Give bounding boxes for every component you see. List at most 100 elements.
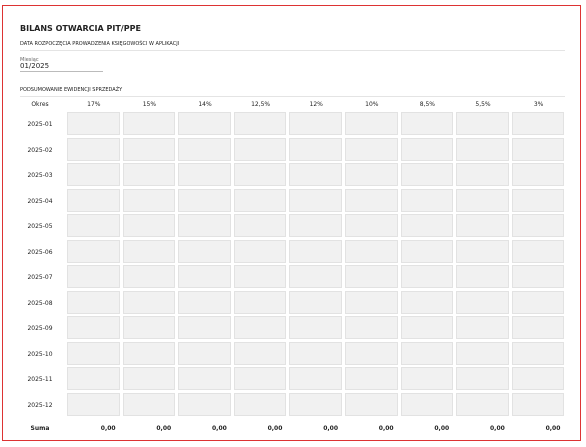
amount-input[interactable] <box>400 214 454 237</box>
amount-input[interactable] <box>122 188 176 212</box>
amount-input[interactable] <box>345 112 398 135</box>
amount-input[interactable] <box>400 290 454 314</box>
amount-input[interactable] <box>289 137 342 161</box>
amount-input[interactable] <box>67 239 120 263</box>
amount-input[interactable] <box>67 316 120 339</box>
amount-input[interactable] <box>178 316 231 339</box>
month-input[interactable]: 01/2025 <box>20 62 103 72</box>
amount-input[interactable] <box>289 188 342 212</box>
amount-input[interactable] <box>456 341 509 365</box>
amount-input[interactable] <box>178 137 231 161</box>
amount-input[interactable] <box>511 214 565 237</box>
amount-input[interactable] <box>511 188 565 212</box>
amount-input[interactable] <box>233 239 287 263</box>
amount-input[interactable] <box>178 392 231 416</box>
amount-input[interactable] <box>456 239 509 263</box>
amount-input[interactable] <box>67 367 120 390</box>
amount-input[interactable] <box>233 214 287 237</box>
amount-input[interactable] <box>345 290 398 314</box>
amount-input[interactable] <box>67 392 120 416</box>
amount-input[interactable] <box>178 112 231 135</box>
amount-input[interactable] <box>233 367 287 390</box>
amount-input[interactable] <box>400 163 454 186</box>
amount-input[interactable] <box>233 290 287 314</box>
amount-input[interactable] <box>122 239 176 263</box>
amount-input[interactable] <box>178 290 231 314</box>
amount-input[interactable] <box>67 265 120 288</box>
amount-input[interactable] <box>289 214 342 237</box>
amount-input[interactable] <box>122 163 176 186</box>
amount-input[interactable] <box>178 341 231 365</box>
amount-input[interactable] <box>400 316 454 339</box>
amount-input[interactable] <box>345 239 398 263</box>
amount-input[interactable] <box>289 367 342 390</box>
amount-input[interactable] <box>178 188 231 212</box>
amount-input[interactable] <box>456 316 509 339</box>
amount-input[interactable] <box>289 316 342 339</box>
amount-input[interactable] <box>511 112 565 135</box>
amount-input[interactable] <box>178 239 231 263</box>
amount-input[interactable] <box>345 341 398 365</box>
amount-input[interactable] <box>289 239 342 263</box>
amount-input[interactable] <box>67 163 120 186</box>
amount-input[interactable] <box>456 137 509 161</box>
amount-input[interactable] <box>122 112 176 135</box>
amount-input[interactable] <box>289 341 342 365</box>
amount-input[interactable] <box>456 214 509 237</box>
amount-input[interactable] <box>400 341 454 365</box>
amount-input[interactable] <box>122 290 176 314</box>
amount-input[interactable] <box>289 265 342 288</box>
amount-input[interactable] <box>233 188 287 212</box>
amount-input[interactable] <box>289 112 342 135</box>
amount-input[interactable] <box>345 137 398 161</box>
amount-input[interactable] <box>511 392 565 416</box>
amount-input[interactable] <box>178 367 231 390</box>
amount-input[interactable] <box>122 341 176 365</box>
amount-input[interactable] <box>511 239 565 263</box>
amount-input[interactable] <box>289 290 342 314</box>
amount-input[interactable] <box>67 290 120 314</box>
amount-input[interactable] <box>67 137 120 161</box>
amount-input[interactable] <box>122 137 176 161</box>
amount-input[interactable] <box>400 112 454 135</box>
amount-input[interactable] <box>400 392 454 416</box>
amount-input[interactable] <box>511 137 565 161</box>
amount-input[interactable] <box>456 367 509 390</box>
amount-input[interactable] <box>456 290 509 314</box>
amount-input[interactable] <box>511 367 565 390</box>
amount-input[interactable] <box>178 214 231 237</box>
amount-input[interactable] <box>178 163 231 186</box>
amount-input[interactable] <box>233 392 287 416</box>
amount-input[interactable] <box>511 341 565 365</box>
amount-input[interactable] <box>345 163 398 186</box>
amount-input[interactable] <box>511 265 565 288</box>
amount-input[interactable] <box>345 188 398 212</box>
amount-input[interactable] <box>122 265 176 288</box>
amount-input[interactable] <box>345 367 398 390</box>
amount-input[interactable] <box>67 188 120 212</box>
amount-input[interactable] <box>345 214 398 237</box>
amount-input[interactable] <box>400 239 454 263</box>
amount-input[interactable] <box>456 112 509 135</box>
amount-input[interactable] <box>233 163 287 186</box>
amount-input[interactable] <box>122 316 176 339</box>
amount-input[interactable] <box>122 367 176 390</box>
amount-input[interactable] <box>289 392 342 416</box>
amount-input[interactable] <box>345 316 398 339</box>
amount-input[interactable] <box>456 163 509 186</box>
amount-input[interactable] <box>400 367 454 390</box>
amount-input[interactable] <box>456 188 509 212</box>
amount-input[interactable] <box>233 316 287 339</box>
amount-input[interactable] <box>400 137 454 161</box>
amount-input[interactable] <box>289 163 342 186</box>
amount-input[interactable] <box>456 392 509 416</box>
amount-input[interactable] <box>122 214 176 237</box>
amount-input[interactable] <box>67 112 120 135</box>
amount-input[interactable] <box>400 265 454 288</box>
amount-input[interactable] <box>67 214 120 237</box>
amount-input[interactable] <box>345 392 398 416</box>
amount-input[interactable] <box>233 112 287 135</box>
amount-input[interactable] <box>67 341 120 365</box>
amount-input[interactable] <box>178 265 231 288</box>
amount-input[interactable] <box>511 316 565 339</box>
